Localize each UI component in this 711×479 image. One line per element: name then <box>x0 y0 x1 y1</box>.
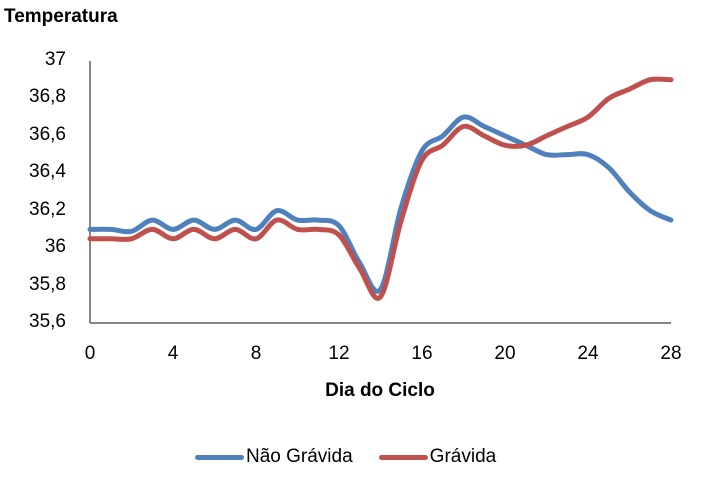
y-tick-label: 35,6 <box>29 311 66 332</box>
y-tick-label: 36,6 <box>29 123 66 145</box>
legend-line-icon <box>195 454 244 460</box>
y-axis-title: Temperatura <box>4 6 118 27</box>
legend-line-icon <box>378 454 428 460</box>
x-tick-label: 12 <box>328 343 350 364</box>
x-tick-label: 24 <box>577 343 599 364</box>
legend: Não Grávida Grávida <box>195 446 522 468</box>
legend-label: Não Grávida <box>246 446 353 467</box>
legend-label: Grávida <box>429 446 497 467</box>
x-tick-label: 28 <box>660 343 682 364</box>
x-tick-label: 4 <box>167 343 179 364</box>
legend-item-gravida: Grávida <box>378 446 497 468</box>
legend-item-nao-gravida: Não Grávida <box>195 446 353 468</box>
y-tick-label: 36,4 <box>29 161 66 183</box>
y-tick-label: 35,8 <box>29 273 66 295</box>
y-tick-label: 36 <box>44 236 66 258</box>
x-tick-label: 20 <box>494 343 516 364</box>
x-tick-label: 8 <box>250 343 262 364</box>
y-tick-label: 36,2 <box>29 198 66 220</box>
y-tick-label: 36,8 <box>29 86 66 108</box>
y-tick-label: 37 <box>44 49 66 70</box>
x-axis-title: Dia do Ciclo <box>325 380 435 401</box>
x-tick-label: 16 <box>411 343 433 364</box>
series-line-nao-gravida <box>87 114 674 294</box>
series-lines <box>87 76 674 301</box>
series-line-gravida <box>87 76 674 301</box>
x-tick-label: 0 <box>84 343 96 364</box>
